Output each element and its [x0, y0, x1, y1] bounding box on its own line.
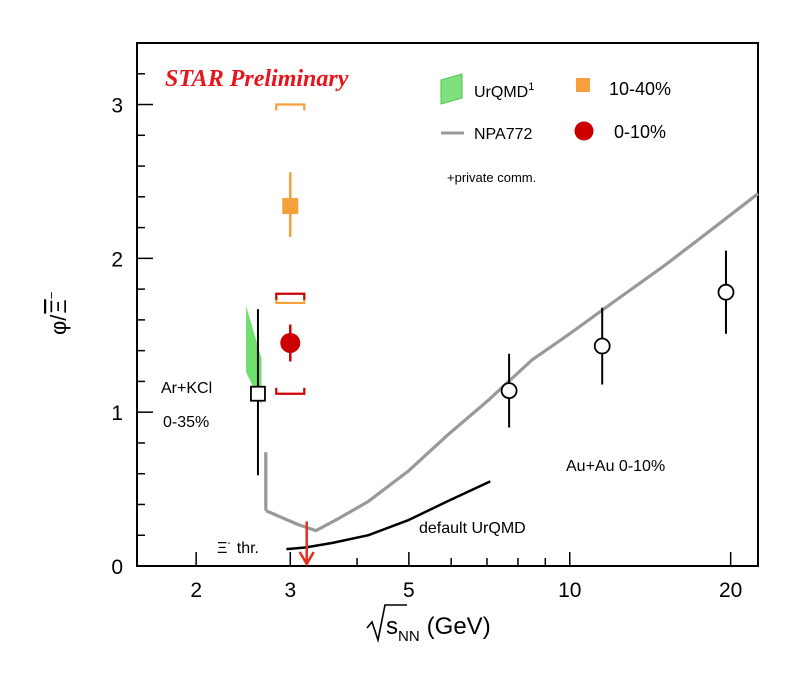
au-au-label: Au+Au 0-10% — [566, 458, 665, 475]
xi-threshold-label: Ξ-thr. — [217, 538, 259, 557]
chart-title: STAR Preliminary — [165, 66, 349, 92]
legend-urqmd-label: UrQMD1 — [474, 81, 534, 101]
legend-10-40-label: 10-40% — [609, 79, 671, 99]
0-10--point-0 — [280, 332, 301, 353]
legend-10-40-marker — [576, 78, 590, 92]
legend-0-10-label: 0-10% — [614, 122, 666, 142]
au-au-0-10--point-2 — [717, 283, 735, 301]
default-urqmd-label: default UrQMD — [419, 520, 526, 537]
0-10--point-0-sys-upper — [275, 292, 306, 300]
y-tick-label-3: 3 — [111, 95, 123, 118]
sqrt-symbol — [366, 604, 407, 644]
xi-threshold-arrow-head — [298, 551, 315, 567]
ar-kcl-centrality: 0-35% — [163, 414, 209, 431]
legend-urqmd-swatch — [440, 73, 463, 105]
default-urqmd-line — [286, 480, 491, 551]
x-axis-title: sNN (GeV) — [366, 604, 491, 645]
10-40--point-0-sys-upper — [275, 103, 306, 111]
y-tick-label-0: 0 — [111, 556, 123, 579]
legend: UrQMD1 10-40% NPA772 0-10% +private comm… — [440, 73, 671, 185]
ar-kcl-0-35--point-0 — [250, 385, 266, 402]
0-10--point-0-sys-lower — [275, 387, 306, 395]
y-axis-label: φ/Ξ− — [44, 292, 71, 335]
au-au-0-10--point-1 — [593, 337, 611, 355]
10-40--point-0-sys-lower — [275, 296, 306, 305]
x-tick-label-10: 10 — [558, 579, 581, 602]
legend-note: +private comm. — [447, 170, 536, 185]
legend-npa772-label: NPA772 — [474, 126, 533, 143]
y-tick-label-2: 2 — [111, 248, 123, 271]
legend-0-10-marker — [574, 121, 594, 141]
x-tick-label-2: 2 — [190, 579, 202, 602]
plot-frame — [136, 42, 759, 567]
x-tick-label-5: 5 — [403, 579, 415, 602]
10-40--point-0 — [282, 198, 299, 215]
x-axis-label: sNN (GeV) — [386, 613, 491, 645]
au-au-0-10--point-0 — [500, 382, 518, 400]
x-tick-label-20: 20 — [719, 579, 742, 602]
ar-kcl-label: Ar+KCl — [161, 380, 212, 397]
npa772-line — [265, 192, 759, 533]
x-tick-label-3: 3 — [284, 579, 296, 602]
y-tick-label-1: 1 — [111, 402, 123, 425]
